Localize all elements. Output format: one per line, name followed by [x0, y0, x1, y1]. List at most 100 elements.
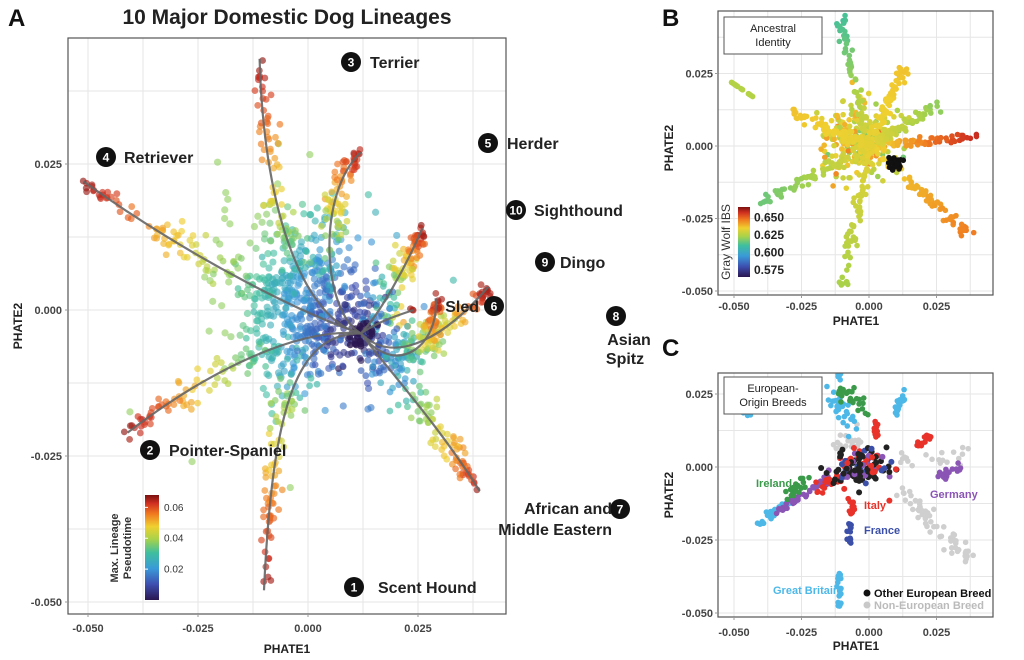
data-point [194, 365, 201, 373]
data-point [843, 465, 850, 472]
data-point [283, 249, 291, 257]
data-point [306, 259, 314, 266]
data-point [889, 131, 895, 137]
data-point [879, 104, 886, 110]
data-point [865, 134, 871, 141]
data-point [430, 352, 438, 360]
data-point [952, 540, 959, 546]
data-point [915, 137, 922, 144]
data-point [846, 123, 853, 130]
data-point [937, 460, 944, 466]
lineage-number: 6 [491, 300, 498, 314]
data-point [862, 480, 869, 487]
lineage-name: Dingo [560, 255, 606, 272]
data-point [959, 136, 966, 142]
data-point [864, 153, 871, 159]
data-point [814, 109, 820, 116]
data-point [803, 493, 809, 500]
data-point [242, 272, 250, 280]
colorbar-tick-label: 0.625 [754, 228, 784, 242]
data-point [828, 402, 834, 409]
data-point [858, 193, 865, 199]
data-point [840, 98, 846, 104]
data-point [346, 172, 354, 179]
data-point [316, 289, 324, 297]
data-point [136, 429, 144, 437]
data-point [165, 241, 172, 249]
chart-title-a: 10 Major Domestic Dog Lineages [122, 6, 451, 29]
lineage-name-line1: Asian [607, 332, 651, 349]
data-point [433, 403, 441, 411]
data-point [837, 361, 843, 367]
data-point [805, 181, 812, 188]
lineage-curve-6 [360, 308, 414, 335]
data-point [855, 93, 862, 100]
data-point [886, 469, 893, 476]
data-point [306, 382, 313, 390]
data-point [124, 214, 132, 221]
data-point [810, 167, 817, 174]
data-point [292, 227, 299, 234]
y-tick-label: 0.000 [685, 141, 713, 153]
data-point [265, 371, 273, 380]
data-point [339, 362, 347, 370]
data-point [887, 159, 894, 166]
data-point [400, 330, 408, 338]
data-point [357, 292, 364, 300]
data-point [854, 117, 861, 123]
data-point [193, 376, 201, 384]
data-point [901, 176, 908, 182]
lineage-badge-4 [96, 147, 116, 167]
data-point [329, 345, 337, 353]
data-point [856, 489, 863, 496]
data-point [951, 532, 958, 538]
data-point [263, 494, 270, 502]
data-point [301, 353, 308, 360]
lineage-curve-10 [360, 227, 424, 335]
data-point [940, 524, 947, 530]
data-point [239, 321, 247, 330]
data-point [958, 232, 965, 239]
lineage-name-line2: Middle Eastern [498, 522, 612, 539]
lineage-badge-7 [610, 499, 630, 519]
data-point [902, 497, 909, 504]
data-point [141, 421, 148, 429]
data-point [377, 310, 385, 318]
data-point [894, 161, 900, 167]
data-point [854, 111, 861, 118]
data-point [840, 151, 847, 157]
data-point [757, 200, 764, 207]
data-point [909, 462, 915, 469]
data-point [258, 156, 266, 164]
data-point [838, 461, 845, 468]
data-point [769, 513, 775, 520]
data-point [317, 223, 325, 230]
data-point [363, 379, 372, 387]
data-point [245, 362, 253, 370]
data-point [936, 136, 943, 143]
data-point [297, 238, 306, 246]
data-point [370, 279, 377, 287]
data-point [429, 343, 437, 351]
data-point [258, 253, 266, 261]
data-point [333, 217, 341, 225]
data-point [858, 125, 865, 132]
data-point [835, 466, 842, 473]
data-point [407, 414, 415, 422]
data-point [843, 40, 850, 47]
data-point [243, 309, 252, 318]
lineage-name-line2: Spitz [606, 351, 644, 368]
data-point [321, 406, 329, 415]
data-point [275, 467, 283, 475]
data-point [339, 158, 347, 166]
data-point [246, 239, 254, 247]
data-point [286, 379, 294, 386]
data-point [417, 389, 425, 396]
data-point [340, 263, 348, 271]
data-point [293, 356, 301, 364]
data-point [402, 397, 410, 405]
data-point [954, 131, 961, 138]
data-point [867, 118, 873, 125]
data-point [836, 279, 843, 286]
data-point [914, 141, 921, 148]
